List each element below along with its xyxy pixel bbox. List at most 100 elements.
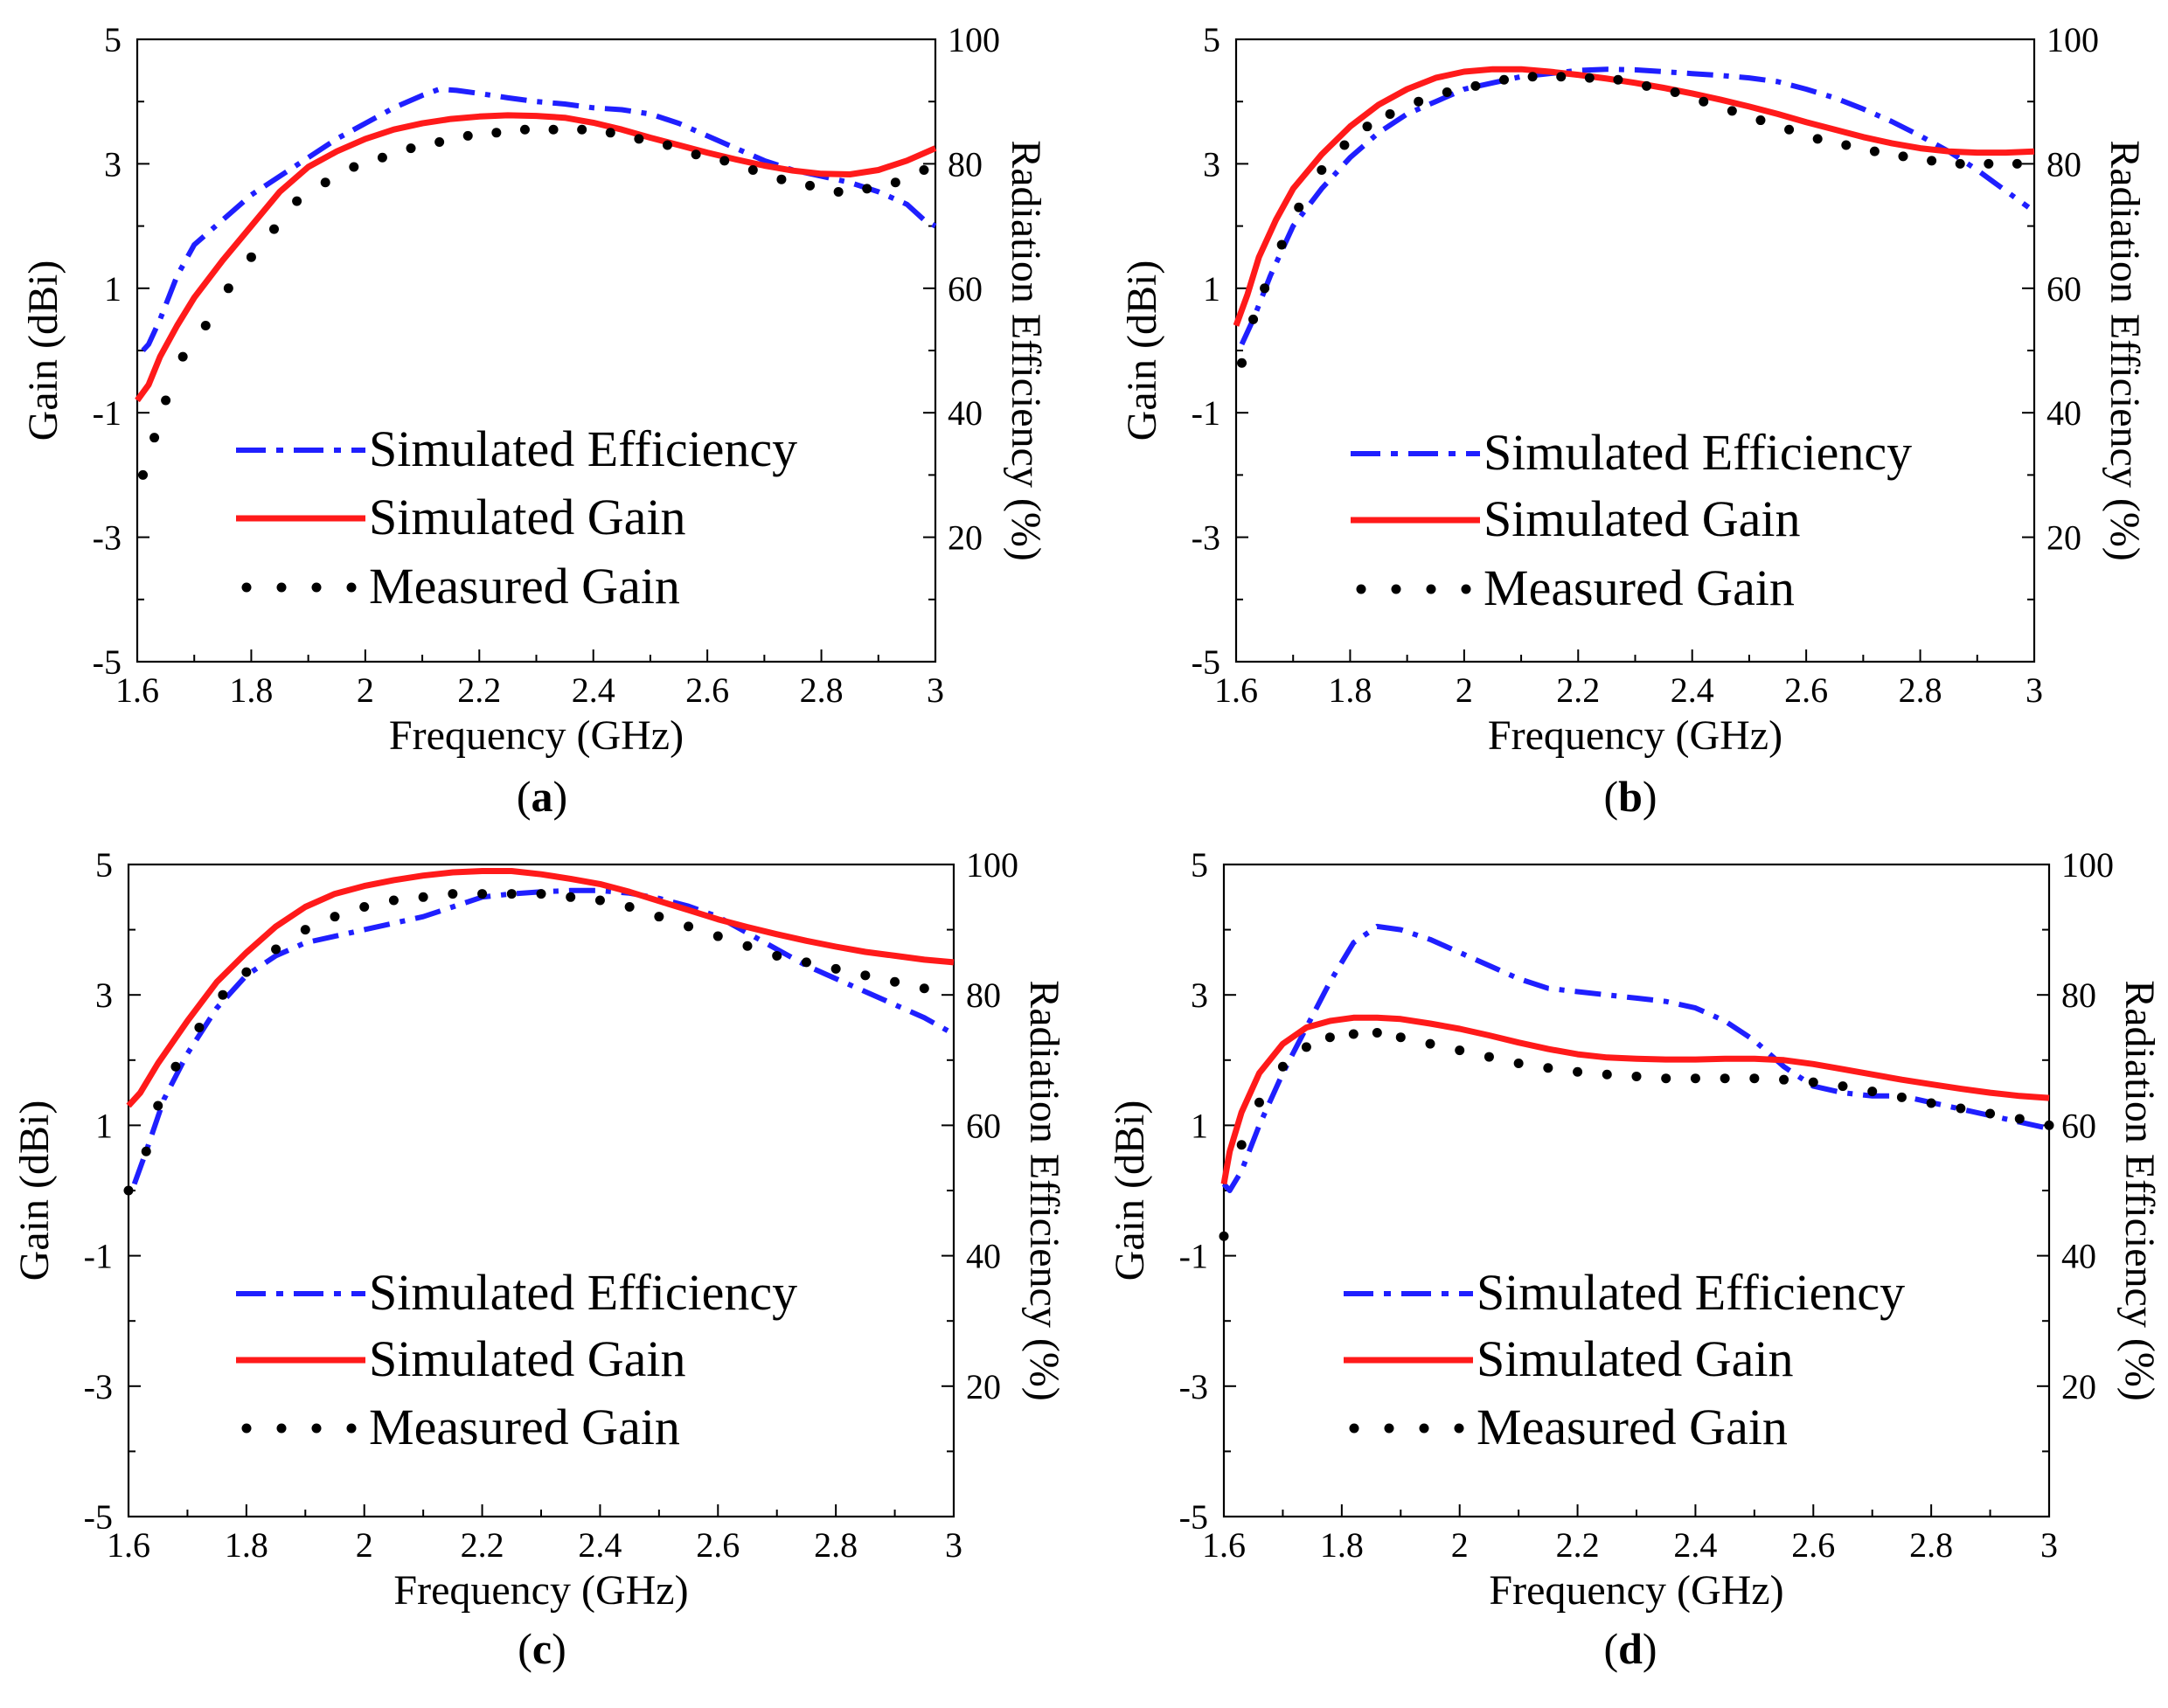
legend-measured-gain-label: Measured Gain xyxy=(369,558,680,614)
measured-gain-point xyxy=(862,184,872,194)
measured-gain-point xyxy=(1442,87,1452,98)
legend-measured-gain-dot xyxy=(1454,1423,1464,1434)
x-tick-label: 2.6 xyxy=(696,1525,740,1565)
x-axis-title: Frequency (GHz) xyxy=(1489,1567,1783,1614)
measured-gain-point xyxy=(1784,124,1795,135)
measured-gain-point xyxy=(1237,358,1247,368)
measured-gain-point xyxy=(1699,96,1709,107)
y-tick-label: 5 xyxy=(1203,20,1220,59)
x-tick-label: 2 xyxy=(356,1525,373,1565)
x-tick-label: 2.2 xyxy=(1556,1525,1600,1565)
measured-gain-point xyxy=(594,895,605,906)
measured-gain-point xyxy=(330,912,340,922)
x-tick-label: 2.8 xyxy=(1909,1525,1953,1565)
y2-axis-title: Radiation Efficiency (%) xyxy=(1021,980,1067,1401)
measured-gain-point xyxy=(349,162,359,172)
measured-gain-point xyxy=(654,912,664,922)
measured-gain-point xyxy=(890,976,900,987)
measured-gain-point xyxy=(377,152,387,163)
measured-gain-point xyxy=(1339,140,1350,150)
y2-tick-label: 40 xyxy=(948,393,983,433)
y-tick-label: -1 xyxy=(84,1237,113,1276)
y2-tick-label: 40 xyxy=(2061,1237,2096,1276)
chart-panel-b: 1.6 1.8 2 2.2 2.4 2.6 2.8 3 5 3 1 -1 -3 -5 100 80 60 40 20… xyxy=(1119,20,2148,821)
x-tick-label: 2.6 xyxy=(1791,1525,1835,1565)
measured-gain-point xyxy=(1631,1071,1642,1081)
measured-gain-point xyxy=(177,351,188,362)
measured-gain-point xyxy=(776,174,787,184)
panel-caption: (c) xyxy=(518,1624,566,1673)
legend-simulated-gain-label: Simulated Gain xyxy=(369,489,685,545)
measured-gain-point xyxy=(624,901,635,912)
measured-gain-point xyxy=(605,128,615,138)
x-tick-label: 2.8 xyxy=(1899,670,1942,710)
legend-efficiency-label: Simulated Efficiency xyxy=(369,1264,797,1321)
measured-gain-point xyxy=(1956,1103,1966,1114)
measured-gain-point xyxy=(1455,1045,1465,1056)
y-tick-label: 1 xyxy=(1191,1106,1208,1145)
x-tick-label: 1.8 xyxy=(225,1525,268,1565)
y-tick-label: -5 xyxy=(1179,1497,1208,1537)
measured-gain-point xyxy=(830,963,841,974)
measured-gain-point xyxy=(1484,1052,1494,1062)
measured-gain-point xyxy=(1896,1092,1907,1102)
x-tick-label: 1.6 xyxy=(1202,1525,1246,1565)
x-tick-label: 2.8 xyxy=(800,670,844,710)
y-axis-title: Gain (dBi) xyxy=(1119,260,1165,441)
x-tick-label: 2.2 xyxy=(457,670,501,710)
caption-close: ) xyxy=(552,1624,566,1673)
x-tick-label: 2.4 xyxy=(1671,670,1714,710)
legend-measured-gain-dot xyxy=(1426,584,1436,594)
legend-measured-gain-label: Measured Gain xyxy=(369,1399,680,1455)
legend-efficiency-label: Simulated Efficiency xyxy=(369,420,797,477)
measured-gain-point xyxy=(241,967,252,977)
measured-gain-point xyxy=(153,1100,163,1111)
measured-gain-point xyxy=(2044,1120,2054,1130)
legend-efficiency-label: Simulated Efficiency xyxy=(1477,1264,1905,1321)
legend-measured-gain-dot xyxy=(1349,1423,1359,1434)
measured-gain-point xyxy=(890,177,900,188)
y-tick-label: -5 xyxy=(93,642,122,682)
measured-gain-point xyxy=(1470,80,1481,91)
measured-gain-point xyxy=(1317,165,1327,176)
y-tick-label: -1 xyxy=(1192,393,1220,433)
measured-gain-point xyxy=(1294,202,1304,212)
measured-gain-point xyxy=(506,889,517,899)
caption-close: ) xyxy=(1643,772,1657,821)
measured-gain-point xyxy=(1841,140,1852,150)
measured-gain-point xyxy=(860,970,871,981)
measured-gain-point xyxy=(200,321,211,331)
measured-gain-point xyxy=(1254,1097,1264,1107)
measured-gain-point xyxy=(1898,151,1908,162)
measured-gain-point xyxy=(1749,1073,1760,1084)
simulated-efficiency-line xyxy=(141,87,937,353)
legend: Simulated Efficiency Simulated Gain Measur… xyxy=(1344,1264,1905,1455)
y-tick-label: -5 xyxy=(1192,642,1220,682)
y2-tick-label: 20 xyxy=(948,518,983,558)
legend-measured-gain-dot xyxy=(311,1423,322,1434)
caption-letter: a xyxy=(532,772,553,821)
measured-gain-point xyxy=(269,224,280,234)
measured-gain-point xyxy=(1869,146,1880,156)
y2-tick-label: 20 xyxy=(966,1367,1001,1406)
legend-measured-gain-dot xyxy=(346,582,357,593)
legend-measured-gain-dot xyxy=(346,1423,357,1434)
measured-gain-point xyxy=(801,957,811,968)
y-tick-label: 3 xyxy=(95,976,113,1015)
measured-gain-point xyxy=(1362,122,1372,132)
x-tick-label: 2.6 xyxy=(685,670,729,710)
legend-simulated-gain-label: Simulated Gain xyxy=(1484,490,1800,547)
panel-caption: (b) xyxy=(1603,772,1657,821)
legend-measured-gain-dot xyxy=(276,582,287,593)
measured-gain-point xyxy=(1602,1069,1612,1080)
legend: Simulated Efficiency Simulated Gain Measur… xyxy=(1351,424,1912,616)
caption-open: ( xyxy=(518,1624,532,1673)
measured-gain-point xyxy=(1927,156,1937,166)
x-tick-label: 2 xyxy=(357,670,374,710)
y-axis-title: Gain (dBi) xyxy=(11,1100,58,1281)
y-tick-label: 1 xyxy=(1203,269,1220,309)
measured-gain-point xyxy=(833,186,844,197)
y2-tick-label: 80 xyxy=(948,144,983,184)
measured-gain-point xyxy=(1414,96,1424,107)
y2-tick-label: 20 xyxy=(2046,518,2081,558)
